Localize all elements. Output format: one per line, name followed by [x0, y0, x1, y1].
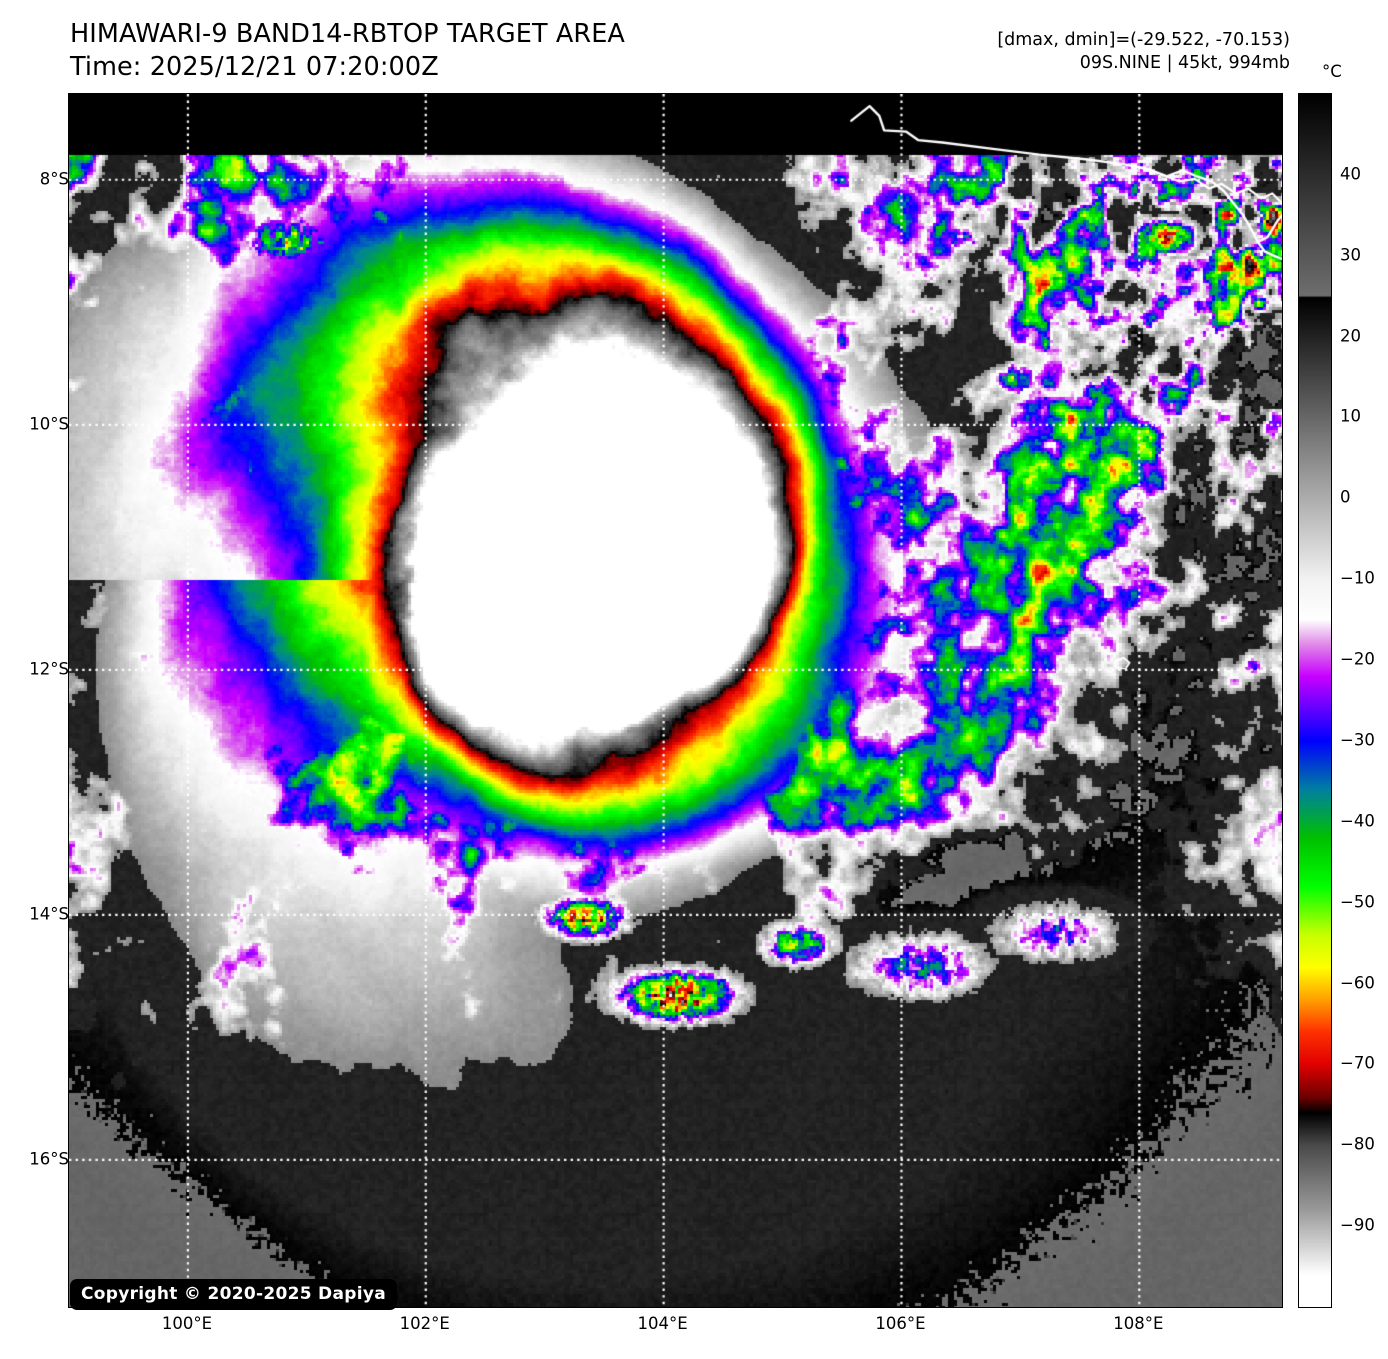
lat-tick-label: 12°S	[29, 659, 69, 679]
lon-tick-label: 100°E	[161, 1314, 212, 1333]
lat-tick-label: 16°S	[29, 1149, 69, 1169]
colorbar-tick-label: 10	[1340, 406, 1361, 426]
colorbar-tick-label: −10	[1340, 568, 1375, 588]
colorbar-tick-label: −20	[1340, 649, 1375, 669]
colorbar-tick-label: −90	[1340, 1215, 1375, 1235]
colorbar-gradient	[1299, 94, 1331, 1307]
lon-tick-label: 108°E	[1113, 1314, 1164, 1333]
lon-tick-label: 102°E	[399, 1314, 450, 1333]
map-plot-area[interactable]	[68, 93, 1283, 1308]
colorbar-tick-label: 40	[1340, 164, 1361, 184]
page-title: HIMAWARI-9 BAND14-RBTOP TARGET AREA Time…	[70, 18, 625, 84]
copyright-watermark: Copyright © 2020-2025 Dapiya	[70, 1279, 397, 1310]
metadata-block: [dmax, dmin]=(-29.522, -70.153) 09S.NINE…	[997, 29, 1290, 75]
lat-tick-label: 10°S	[29, 414, 69, 434]
colorbar-tick-label: −80	[1340, 1134, 1375, 1154]
lon-tick-label: 106°E	[875, 1314, 926, 1333]
lat-tick-label: 8°S	[39, 169, 69, 189]
colorbar-unit-label: °C	[1322, 62, 1342, 81]
colorbar-tick-label: −70	[1340, 1053, 1375, 1073]
colorbar-tick-label: 0	[1340, 487, 1351, 507]
colorbar-tick-label: −40	[1340, 811, 1375, 831]
title-timestamp: Time: 2025/12/21 07:20:00Z	[70, 52, 439, 83]
lat-tick-label: 14°S	[29, 904, 69, 924]
colorbar-tick-label: 30	[1340, 245, 1361, 265]
colorbar-tick-label: 20	[1340, 326, 1361, 346]
title-product: HIMAWARI-9 BAND14-RBTOP TARGET AREA	[70, 19, 625, 49]
colorbar-tick-label: −60	[1340, 973, 1375, 993]
colorbar[interactable]	[1298, 93, 1332, 1308]
lon-tick-label: 104°E	[637, 1314, 688, 1333]
colorbar-tick-label: −50	[1340, 892, 1375, 912]
colorbar-tick-label: −30	[1340, 730, 1375, 750]
satellite-imagery	[69, 94, 1282, 1307]
storm-info-label: 09S.NINE | 45kt, 994mb	[1079, 53, 1290, 74]
dmax-dmin-label: [dmax, dmin]=(-29.522, -70.153)	[997, 30, 1290, 50]
